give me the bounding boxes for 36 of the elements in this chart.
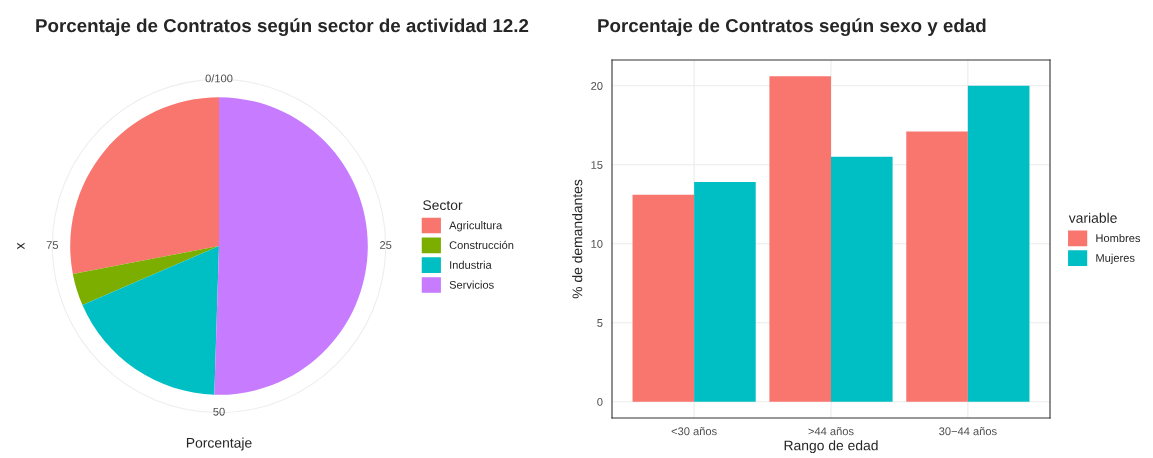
x-tick-label: 30−44 años [939,427,997,436]
bar [769,76,831,402]
text: 25 [380,241,392,249]
text: x [17,242,25,250]
x-tick-label: >44 años [808,427,854,436]
bar [967,85,1030,402]
legend-title: Sector [423,200,463,211]
legend-label: Servicios [449,280,494,289]
text: 50 [213,407,225,416]
pie-slice [82,246,219,395]
chart-title: Porcentaje de Contratos según sector de actividad 12.2 [36,18,529,37]
y-tick-label: 10 [591,240,603,248]
text: 75 [46,241,59,249]
y-tick-label: 0 [597,397,603,406]
bar [694,182,756,402]
x-tick-label: <30 años [671,427,717,436]
y-tick-label: 15 [591,161,603,169]
text: 0/100 [205,74,233,83]
legend-title: variable [1068,212,1117,223]
legend-label: Industria [450,260,492,269]
bar [831,156,893,402]
legend-label: Construcción [449,240,514,250]
y-axis-title: % de demandantes [572,179,583,299]
text: Porcentaje [186,437,252,451]
bar [632,194,695,402]
bar [906,131,968,402]
legend-label: Hombres [1096,233,1141,243]
pie-slice [214,97,368,395]
chart-title: Porcentaje de Contratos según sexo y edad [598,18,986,37]
legend-label: Agricultura [449,221,503,232]
pie-slice [72,246,219,306]
legend-label: Mujeres [1096,253,1135,265]
x-axis-title: Rango de edad [784,440,878,454]
y-tick-label: 20 [591,82,603,90]
pie-slice [70,97,219,274]
y-tick-label: 5 [597,319,603,327]
